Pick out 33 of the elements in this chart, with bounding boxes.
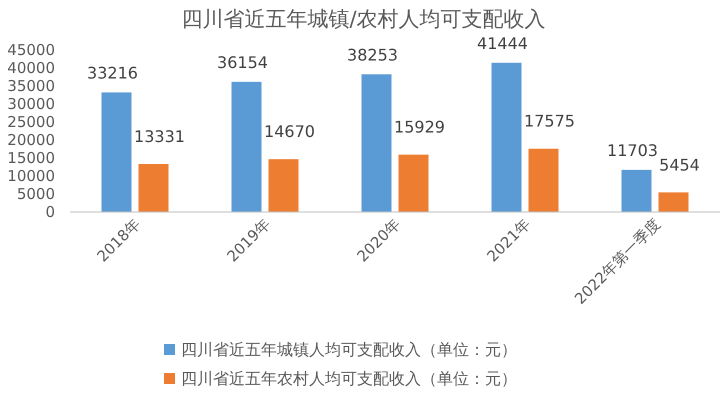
y-tick-label: 10000	[7, 167, 55, 185]
data-label: 33216	[87, 63, 138, 82]
data-label: 11703	[607, 140, 658, 160]
bar	[398, 154, 428, 212]
bar	[362, 74, 392, 212]
legend-label: 四川省近五年城镇人均可支配收入（单位：元）	[181, 340, 517, 359]
y-tick-label: 20000	[7, 131, 55, 149]
data-label: 36154	[217, 52, 268, 72]
bar	[492, 62, 522, 212]
data-label: 41444	[477, 34, 528, 53]
legend-label: 四川省近五年农村人均可支配收入（单位：元）	[181, 369, 517, 388]
bar	[232, 82, 262, 212]
data-label: 13331	[134, 127, 185, 146]
data-label: 17575	[524, 112, 575, 131]
y-tick-label: 25000	[7, 113, 55, 131]
bar	[268, 159, 298, 212]
bar	[622, 170, 652, 212]
y-tick-label: 45000	[7, 41, 55, 59]
bar	[138, 164, 168, 212]
bar	[102, 92, 132, 212]
bar	[658, 192, 688, 212]
data-label: 15929	[394, 118, 445, 137]
y-tick-label: 5000	[16, 185, 55, 203]
y-tick-label: 35000	[7, 77, 55, 95]
data-label: 38253	[347, 45, 398, 64]
y-tick-label: 0	[45, 203, 55, 221]
chart-title: 四川省近五年城镇/农村人均可支配收入	[181, 7, 546, 31]
bar	[528, 148, 558, 212]
data-label: 14670	[264, 122, 315, 142]
y-tick-label: 15000	[7, 149, 55, 167]
y-tick-label: 40000	[7, 59, 55, 77]
y-tick-label: 30000	[7, 95, 55, 113]
data-label: 5454	[659, 155, 700, 174]
